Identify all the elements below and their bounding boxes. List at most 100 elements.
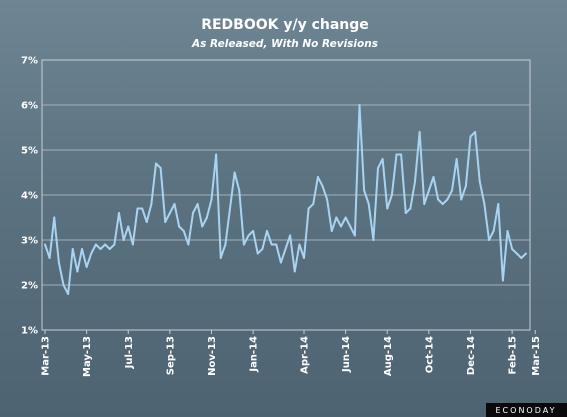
x-tick-label: Apr-14 [300,336,311,374]
data-point [145,221,148,223]
data-point [122,239,125,241]
data-point [201,225,204,228]
data-point [178,225,181,228]
y-tick-label: 3% [21,236,38,247]
data-point [478,180,481,183]
data-point [173,203,176,205]
data-point [488,239,490,241]
x-tick-label: Jul-13 [124,336,135,369]
data-point [307,207,310,210]
y-axis: 1% 2% 3% 4% 5% 6% 7% [21,56,38,337]
data-point [224,243,227,246]
data-point [414,180,416,183]
y-tick-label: 5% [21,146,38,157]
data-point [48,257,51,259]
data-point [358,104,361,106]
data-point [108,248,111,250]
data-point [464,185,467,187]
data-point [215,153,218,156]
data-point [293,270,296,273]
y-tick-label: 6% [21,101,38,112]
data-point [363,189,366,192]
x-tick-label: Sep-13 [165,336,176,375]
gridlines [42,104,530,286]
data-point [460,198,463,201]
x-tick-label: Jan-14 [249,336,260,373]
data-point [210,198,213,201]
data-point [99,248,102,250]
data-point [168,212,171,214]
data-point [94,243,97,246]
data-point [164,221,167,223]
data-point [118,212,120,214]
data-point [330,230,333,232]
data-point [390,194,393,196]
data-point [483,203,486,205]
data-point [303,257,305,259]
data-point [141,207,144,210]
data-point [469,135,472,138]
data-point [437,198,440,201]
data-point [279,261,282,264]
data-point [252,230,255,232]
data-point [136,207,139,210]
data-point [497,203,500,205]
data-point [515,252,518,255]
data-point [187,243,190,246]
data-point [229,207,231,210]
data-point [113,243,116,246]
data-point [321,185,324,187]
data-point [270,243,273,246]
data-point [196,203,199,205]
data-point [316,176,319,178]
data-point [53,216,56,219]
data-point [400,153,403,156]
x-tick-label: May-13 [82,336,93,377]
data-point [492,230,495,232]
data-point [501,279,504,282]
data-point [131,243,134,246]
data-point [377,167,379,169]
data-point [256,252,259,255]
y-tick-label: 1% [21,326,38,337]
data-point [367,203,370,205]
data-point [312,203,315,205]
data-point [155,162,157,165]
data-point [446,198,449,201]
chart-subtitle: As Released, With No Revisions [191,38,378,50]
data-point [238,189,241,192]
data-point [395,153,398,156]
data-point [233,171,236,174]
x-tick-label: Nov-13 [207,336,218,376]
x-tick-label: Jun-14 [341,336,352,373]
data-point [247,234,250,237]
x-tick-label: Mar-13 [41,336,52,376]
data-point [150,203,153,205]
data-point [404,212,407,214]
data-point [418,131,421,133]
econoday-logo: ECONODAY [486,403,567,417]
data-point [353,234,356,237]
data-point [335,216,338,219]
data-point [326,198,329,201]
x-tick-label: Oct-14 [424,336,435,373]
data-point [344,216,347,219]
x-tick-label: Mar-15 [531,336,542,376]
data-point [372,239,375,241]
data-point [182,230,185,232]
x-axis: Mar-13 May-13 Jul-13 Sep-13 Nov-13 Jan-14 Apr-… [41,330,542,377]
y-tick-label: 7% [21,56,38,67]
data-point [192,212,194,214]
x-tick-label: Feb-15 [508,336,519,374]
data-point [386,207,389,210]
data-point [284,248,287,250]
data-point [506,230,509,232]
x-tick-label: Dec-14 [466,336,477,375]
data-point [57,261,60,264]
y-tick-label: 2% [21,281,38,292]
data-point [127,225,130,228]
data-point [81,248,83,250]
data-point [455,158,458,160]
data-point [441,203,444,205]
data-point [381,158,384,160]
